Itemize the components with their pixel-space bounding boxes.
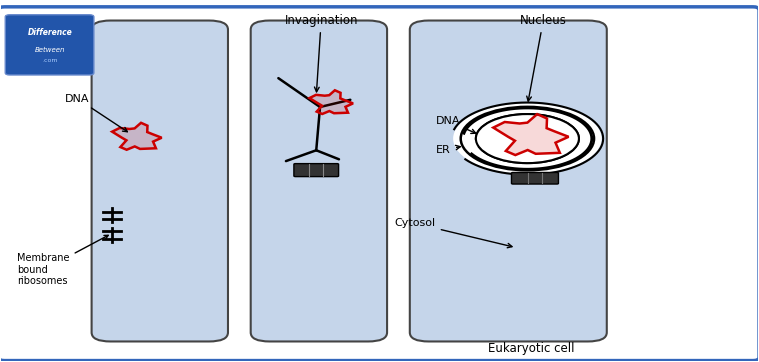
Circle shape <box>453 103 602 174</box>
Circle shape <box>464 108 591 169</box>
Circle shape <box>476 114 579 163</box>
Text: Eukaryotic cell: Eukaryotic cell <box>488 342 575 355</box>
Polygon shape <box>493 114 568 155</box>
FancyBboxPatch shape <box>0 7 759 361</box>
Text: Between: Between <box>35 47 65 54</box>
Text: Nucleus: Nucleus <box>520 14 567 101</box>
Polygon shape <box>112 123 162 150</box>
Text: .com: .com <box>43 58 58 63</box>
FancyBboxPatch shape <box>512 172 559 184</box>
FancyBboxPatch shape <box>410 21 606 341</box>
FancyBboxPatch shape <box>5 15 94 75</box>
Polygon shape <box>310 90 353 114</box>
Text: Cytosol: Cytosol <box>395 218 512 248</box>
Text: ER: ER <box>436 145 460 155</box>
Text: Invagination: Invagination <box>285 14 358 92</box>
FancyBboxPatch shape <box>92 21 228 341</box>
FancyBboxPatch shape <box>250 21 387 341</box>
Circle shape <box>478 115 577 162</box>
FancyBboxPatch shape <box>294 164 339 177</box>
Circle shape <box>476 114 579 163</box>
Text: DNA: DNA <box>65 94 128 132</box>
Text: Difference: Difference <box>27 28 72 37</box>
Text: Membrane
bound
ribosomes: Membrane bound ribosomes <box>17 235 109 286</box>
Text: DNA: DNA <box>436 116 476 134</box>
